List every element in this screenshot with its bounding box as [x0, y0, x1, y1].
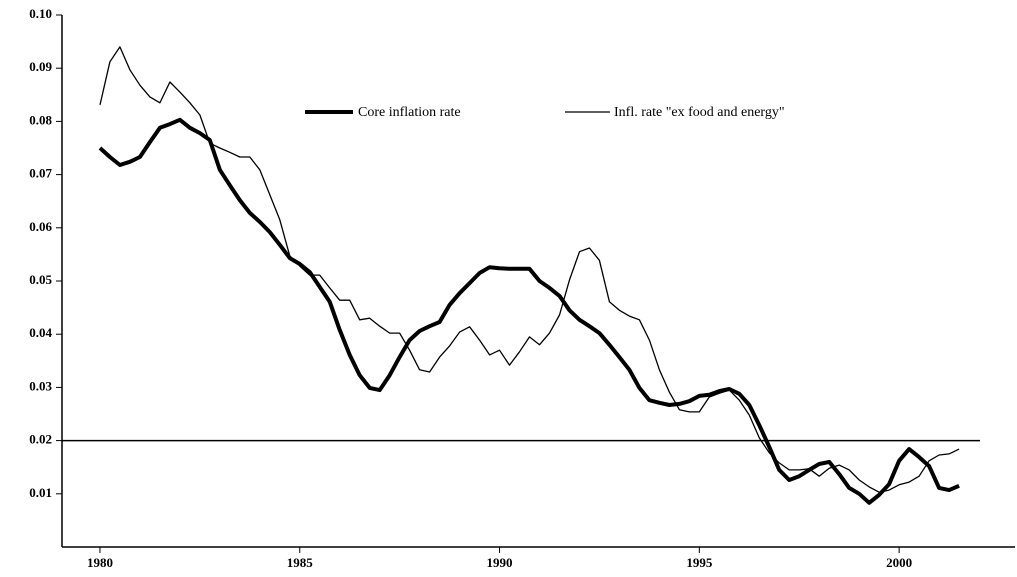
x-tick-label: 1980 [87, 555, 113, 570]
y-tick-label: 0.03 [29, 378, 52, 393]
series-line [98, 117, 960, 505]
x-tick-label: 1995 [686, 555, 713, 570]
x-tick-label: 1985 [287, 555, 314, 570]
x-tick-label: 2000 [886, 555, 912, 570]
x-tick-label: 1990 [487, 555, 513, 570]
y-tick-label: 0.02 [29, 432, 52, 447]
y-tick-label: 0.07 [29, 166, 52, 181]
legend-label: Core inflation rate [358, 105, 461, 120]
legend-label: Infl. rate "ex food and energy" [614, 105, 785, 120]
y-tick-label: 0.01 [29, 485, 52, 500]
y-tick-label: 0.05 [29, 272, 52, 287]
y-tick-label: 0.06 [29, 219, 52, 234]
y-tick-label: 0.10 [29, 6, 52, 21]
series-line [99, 46, 960, 493]
y-tick-label: 0.04 [29, 325, 52, 340]
y-tick-label: 0.09 [29, 59, 52, 74]
y-tick-label: 0.08 [29, 112, 52, 127]
